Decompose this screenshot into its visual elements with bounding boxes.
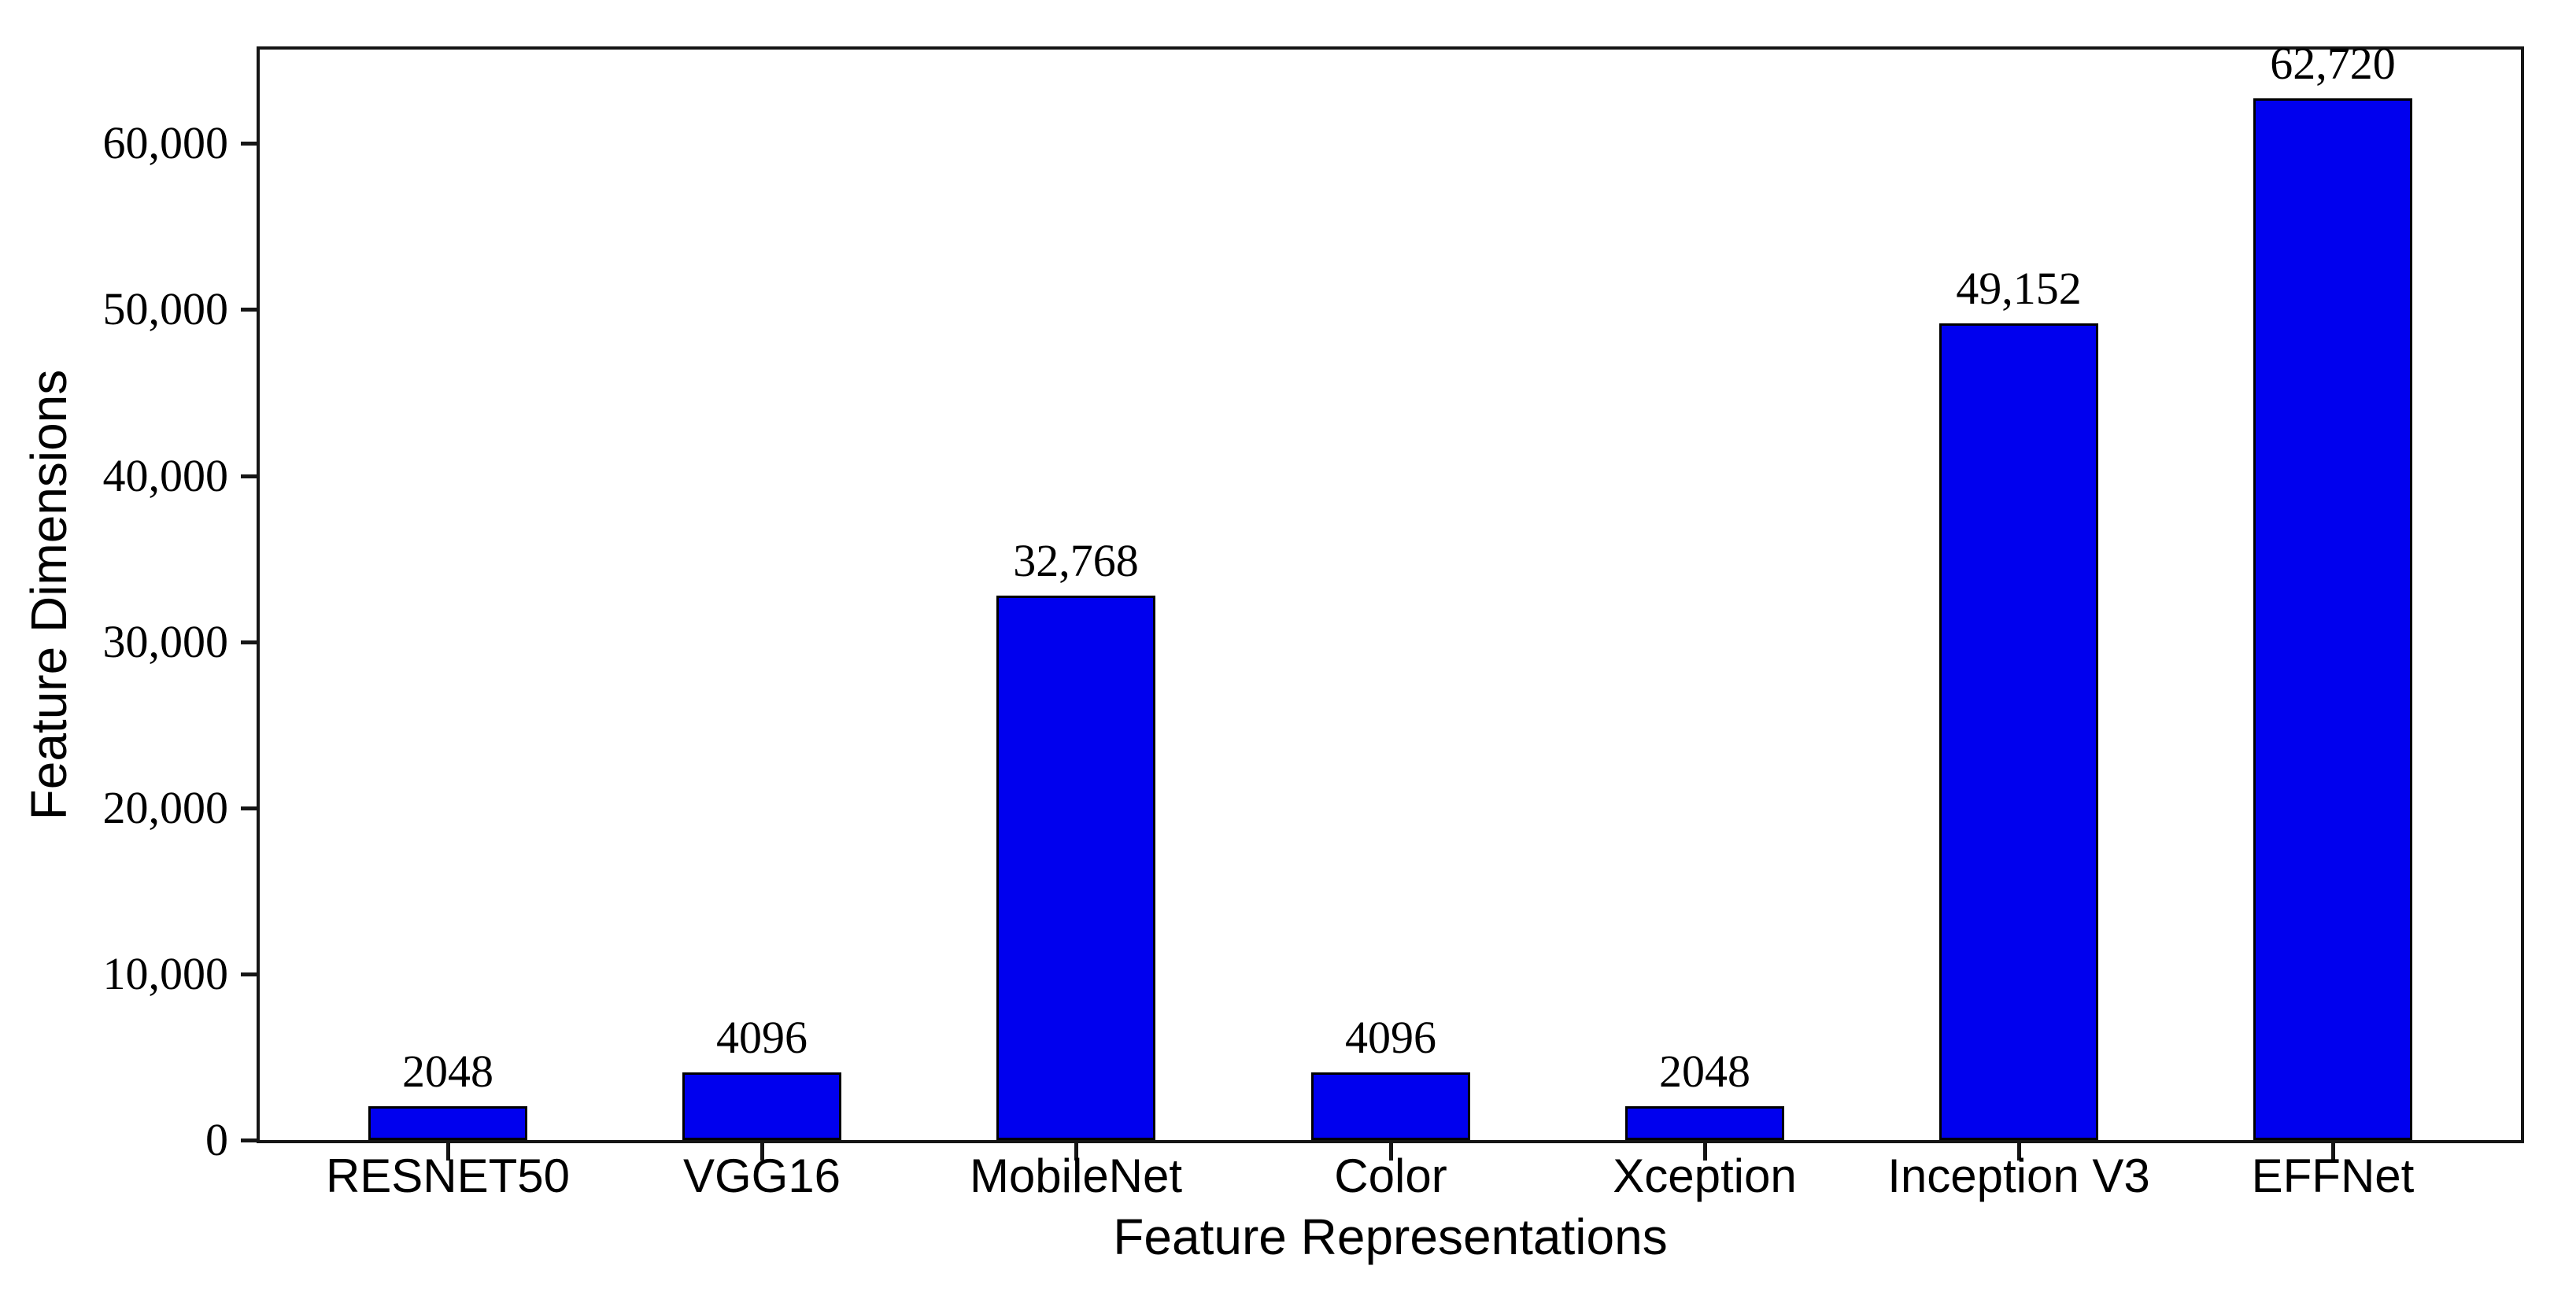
y-tick-mark [241,1138,260,1142]
bar [1939,323,2098,1140]
y-tick-mark [241,142,260,146]
bar [2253,98,2412,1140]
bar [682,1072,841,1140]
y-tick-label: 20,000 [102,781,229,833]
x-tick-label: EFFNet [2251,1150,2415,1202]
x-tick-label: VGG16 [682,1150,841,1202]
x-tick-mark [1389,1143,1393,1161]
bar [368,1105,527,1140]
x-tick-label: RESNET50 [325,1150,571,1202]
bar-value-label: 4096 [716,1011,808,1063]
y-tick-label: 0 [205,1114,228,1165]
bar-value-label: 49,152 [1956,263,2082,315]
bar-value-label: 2048 [1659,1045,1750,1097]
x-tick-mark [1074,1143,1078,1161]
bar-value-label: 4096 [1345,1011,1436,1063]
x-axis-title: Feature Representations [1113,1209,1668,1265]
x-tick-label: Xception [1613,1150,1797,1202]
bar-value-label: 62,720 [2270,37,2396,89]
y-tick-label: 60,000 [102,117,229,169]
y-tick-mark [241,806,260,810]
y-tick-mark [241,640,260,644]
bar [996,596,1155,1140]
y-tick-label: 30,000 [102,615,229,667]
bar-value-label: 32,768 [1013,535,1139,587]
x-tick-mark [2017,1143,2021,1161]
y-tick-label: 40,000 [102,449,229,501]
x-tick-label: Inception V3 [1887,1150,2150,1202]
x-tick-mark [446,1143,450,1161]
bar [1625,1105,1784,1140]
y-tick-mark [241,474,260,478]
x-tick-mark [1703,1143,1707,1161]
y-tick-mark [241,972,260,976]
x-tick-mark [2331,1143,2335,1161]
bar-value-label: 2048 [402,1045,493,1097]
bar [1311,1072,1470,1140]
y-tick-mark [241,308,260,312]
x-tick-label: Color [1334,1150,1447,1202]
x-tick-label: MobileNet [969,1150,1183,1202]
plot-area [257,46,2524,1143]
y-tick-label: 50,000 [102,283,229,335]
y-tick-label: 10,000 [102,947,229,999]
y-axis-title: Feature Dimensions [20,369,77,821]
x-tick-mark [760,1143,764,1161]
